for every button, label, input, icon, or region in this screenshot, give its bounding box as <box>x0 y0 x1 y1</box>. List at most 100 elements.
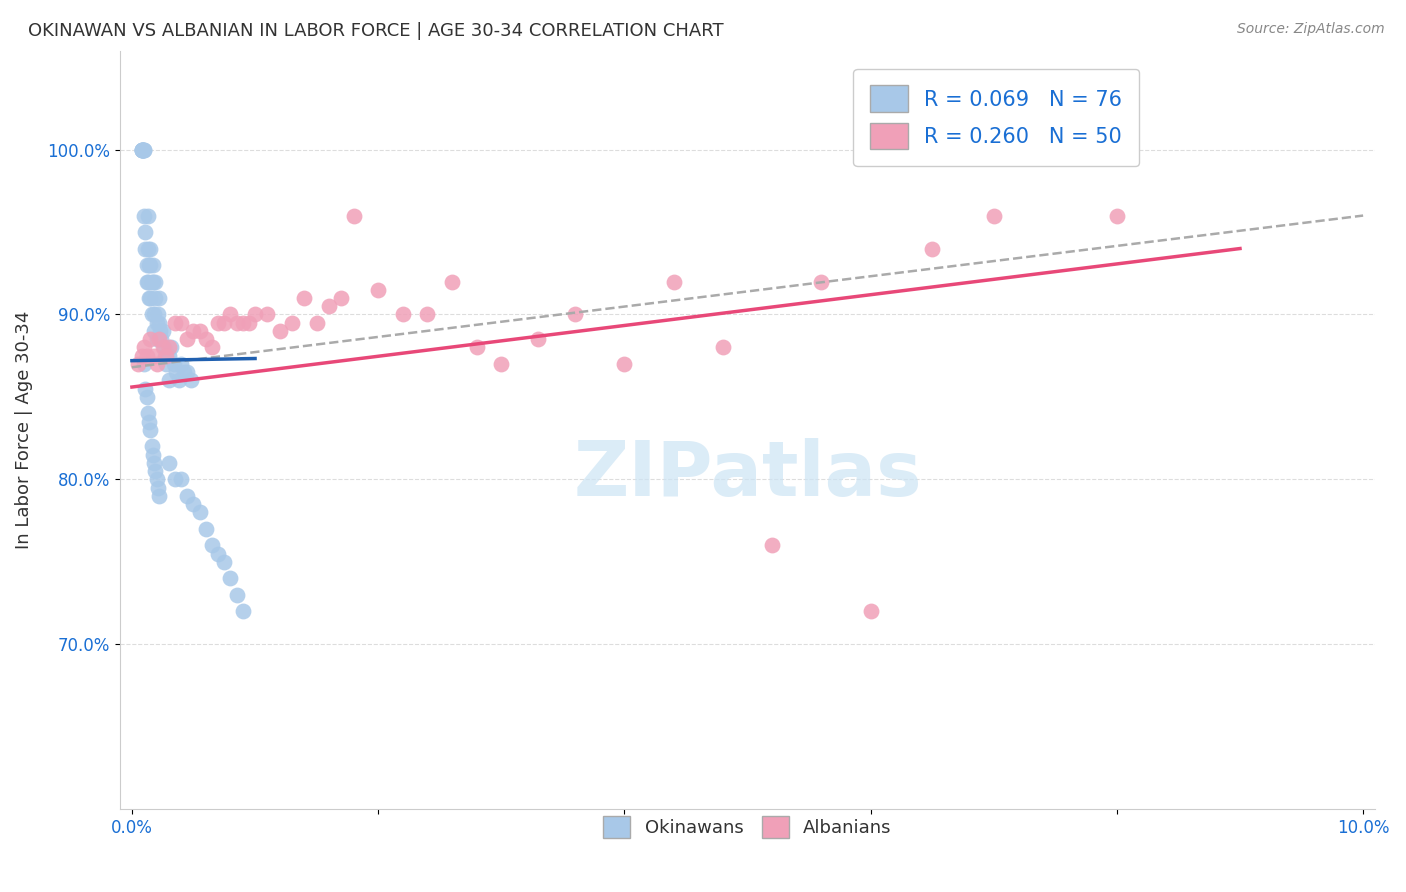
Point <box>139 332 162 346</box>
Point <box>143 308 166 322</box>
Point <box>141 275 163 289</box>
Point <box>131 349 153 363</box>
Point <box>142 275 165 289</box>
Point <box>859 604 882 618</box>
Point <box>146 308 169 322</box>
Point <box>148 316 170 330</box>
Point <box>163 472 186 486</box>
Point <box>143 464 166 478</box>
Point <box>201 538 224 552</box>
Point <box>342 209 364 223</box>
Point <box>134 225 156 239</box>
Point <box>318 299 340 313</box>
Point <box>367 283 389 297</box>
Point <box>292 291 315 305</box>
Point <box>139 291 162 305</box>
Point <box>305 316 328 330</box>
Point <box>134 341 156 355</box>
Point <box>145 316 167 330</box>
Point <box>143 275 166 289</box>
Point <box>148 332 170 346</box>
Point <box>146 481 169 495</box>
Point <box>134 143 156 157</box>
Point <box>155 357 177 371</box>
Point <box>491 357 513 371</box>
Point <box>527 332 550 346</box>
Point <box>136 275 159 289</box>
Point <box>134 143 156 157</box>
Point <box>983 209 1005 223</box>
Point <box>183 497 205 511</box>
Point <box>131 143 153 157</box>
Point <box>131 143 153 157</box>
Point <box>157 341 180 355</box>
Point <box>142 448 165 462</box>
Y-axis label: In Labor Force | Age 30-34: In Labor Force | Age 30-34 <box>15 310 32 549</box>
Point <box>157 456 180 470</box>
Point <box>157 374 180 388</box>
Point <box>145 472 167 486</box>
Point <box>761 538 783 552</box>
Point <box>465 341 488 355</box>
Point <box>138 415 160 429</box>
Point <box>143 349 166 363</box>
Point <box>135 258 157 272</box>
Point <box>232 316 254 330</box>
Point <box>134 382 156 396</box>
Point <box>160 341 183 355</box>
Point <box>157 349 180 363</box>
Point <box>138 258 160 272</box>
Point <box>180 374 202 388</box>
Point <box>134 242 156 256</box>
Point <box>207 547 229 561</box>
Point <box>225 588 247 602</box>
Point <box>136 209 159 223</box>
Point <box>145 332 167 346</box>
Text: OKINAWAN VS ALBANIAN IN LABOR FORCE | AGE 30-34 CORRELATION CHART: OKINAWAN VS ALBANIAN IN LABOR FORCE | AG… <box>28 22 724 40</box>
Point <box>131 143 153 157</box>
Text: ZIPatlas: ZIPatlas <box>574 438 922 512</box>
Point <box>148 291 170 305</box>
Point <box>152 324 174 338</box>
Point <box>176 332 198 346</box>
Text: Source: ZipAtlas.com: Source: ZipAtlas.com <box>1237 22 1385 37</box>
Point <box>143 324 166 338</box>
Point <box>136 406 159 420</box>
Point <box>135 349 157 363</box>
Point <box>165 365 187 379</box>
Point <box>232 604 254 618</box>
Point <box>152 341 174 355</box>
Point <box>219 571 242 585</box>
Point <box>441 275 464 289</box>
Point <box>662 275 685 289</box>
Point <box>219 308 242 322</box>
Legend: Okinawans, Albanians: Okinawans, Albanians <box>596 809 898 846</box>
Point <box>256 308 278 322</box>
Point <box>711 341 734 355</box>
Point <box>225 316 247 330</box>
Point <box>153 349 176 363</box>
Point <box>155 349 177 363</box>
Point <box>207 316 229 330</box>
Point <box>150 332 173 346</box>
Point <box>613 357 636 371</box>
Point <box>330 291 353 305</box>
Point <box>214 316 236 330</box>
Point <box>1105 209 1128 223</box>
Point <box>141 439 163 453</box>
Point <box>136 242 159 256</box>
Point <box>170 357 193 371</box>
Point <box>201 341 224 355</box>
Point <box>135 390 157 404</box>
Point <box>416 308 439 322</box>
Point <box>143 291 166 305</box>
Point <box>153 341 176 355</box>
Point <box>183 324 205 338</box>
Point <box>139 242 162 256</box>
Point <box>810 275 832 289</box>
Point <box>145 357 167 371</box>
Point <box>176 365 198 379</box>
Point <box>163 357 186 371</box>
Point <box>132 143 155 157</box>
Point <box>141 308 163 322</box>
